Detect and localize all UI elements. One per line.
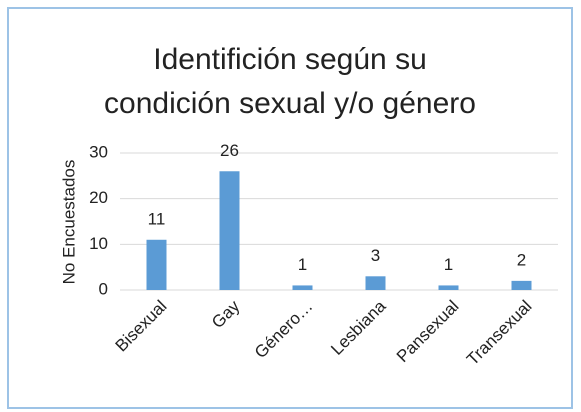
bar <box>365 276 386 290</box>
bar <box>292 285 313 290</box>
data-label: 1 <box>298 255 307 274</box>
data-label: 2 <box>517 250 526 269</box>
y-axis-label: No Encuestados <box>59 160 78 285</box>
bar <box>146 239 167 290</box>
data-label: 1 <box>444 255 453 274</box>
data-label: 11 <box>148 209 166 228</box>
y-tick-label: 20 <box>89 188 108 207</box>
chart-border <box>7 7 573 409</box>
bar <box>438 285 459 290</box>
bar <box>511 280 532 290</box>
data-label: 3 <box>371 246 380 265</box>
data-label: 26 <box>220 141 239 160</box>
chart-title: Identifición según su condición sexual y… <box>104 43 476 120</box>
y-tick-label: 10 <box>89 234 108 253</box>
y-tick-label: 30 <box>89 142 108 161</box>
y-tick-label: 0 <box>99 279 108 298</box>
bar <box>219 171 240 290</box>
